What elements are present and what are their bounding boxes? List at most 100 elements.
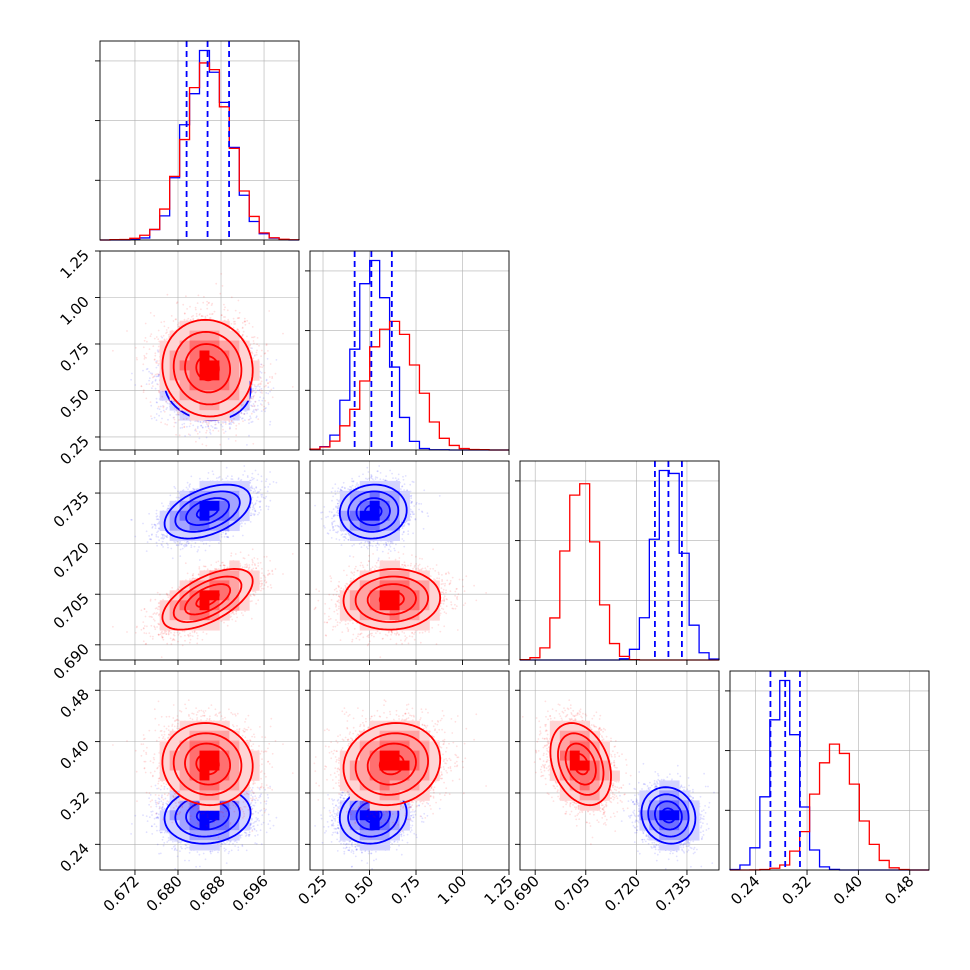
- contour-line: [557, 732, 605, 796]
- panel-background: [520, 461, 719, 660]
- contours-series-0: [640, 786, 697, 845]
- contours-series-0: [163, 483, 252, 540]
- contour-line: [163, 483, 252, 540]
- x-tick-label: 0.48: [881, 872, 917, 908]
- panel-background: [730, 671, 929, 870]
- panel-frame: [99, 670, 300, 871]
- scatter-panel-3-1: [305, 670, 510, 875]
- contour-line: [195, 504, 220, 520]
- x-tick-label: 0.32: [779, 872, 815, 908]
- contours-series-1: [161, 722, 254, 807]
- y-tick-label: 0.50: [56, 386, 92, 422]
- contour-line: [195, 752, 220, 776]
- y-tick-label: 0.25: [56, 432, 92, 468]
- panel-frame: [519, 460, 720, 661]
- contour-line: [174, 490, 241, 533]
- y-tick-label: 0.705: [50, 589, 93, 632]
- contour-line: [185, 800, 231, 831]
- contours-series-1: [342, 722, 442, 807]
- y-tick-label: 1.25: [56, 246, 92, 282]
- contour-line: [640, 786, 697, 845]
- histogram-series-1: [100, 62, 300, 241]
- density-series-1: [159, 320, 260, 421]
- y-tick-label: 0.690: [50, 640, 93, 683]
- contour-line: [366, 583, 417, 616]
- contour-line: [174, 793, 241, 838]
- panel-frame: [99, 250, 300, 451]
- panel-frame: [309, 250, 510, 451]
- contours-series-1: [161, 318, 254, 418]
- contour-line: [660, 807, 677, 824]
- scatter-panel-2-0: [95, 460, 300, 665]
- contour-line: [195, 355, 220, 382]
- panel-frame: [519, 670, 720, 871]
- contours-series-0: [163, 786, 252, 845]
- x-tick-label: 0.735: [652, 872, 695, 915]
- contour-line: [378, 752, 405, 776]
- y-tick-label: 0.735: [50, 488, 93, 531]
- contour-line: [172, 575, 243, 624]
- contours-series-1: [549, 722, 612, 807]
- hist-panel-1: [305, 250, 510, 455]
- contour-line: [549, 722, 612, 807]
- contour-line: [195, 807, 220, 824]
- x-tick-label: 0.24: [727, 872, 763, 908]
- contour-line: [564, 742, 597, 786]
- y-tick-label: 0.40: [56, 737, 92, 773]
- contour-line: [163, 786, 252, 845]
- scatter-panel-3-0: [95, 670, 300, 875]
- y-tick-label: 0.48: [56, 685, 92, 721]
- y-tick-label: 0.75: [56, 339, 92, 375]
- y-tick-label: 0.24: [56, 839, 92, 875]
- contour-line: [184, 343, 231, 394]
- x-tick-label: 0.688: [186, 872, 229, 915]
- x-tick-label: 0.75: [387, 872, 423, 908]
- contour-line: [572, 752, 590, 776]
- contour-line: [354, 575, 430, 623]
- x-tick-label: 0.696: [229, 872, 272, 915]
- x-tick-label: 0.720: [601, 872, 644, 915]
- contour-line: [195, 590, 220, 608]
- panel-frame: [729, 670, 930, 871]
- contour-line: [184, 742, 231, 786]
- contour-line: [654, 800, 683, 831]
- hist-panel-0: [95, 40, 300, 245]
- contour-line: [184, 583, 232, 616]
- histogram-series-0: [100, 49, 299, 241]
- contour-line: [378, 590, 405, 608]
- contour-line: [364, 504, 383, 520]
- hist-panel-3: [725, 670, 930, 875]
- x-tick-label: 0.705: [550, 872, 593, 915]
- contour-line: [355, 497, 391, 526]
- histogram-series-1: [730, 743, 929, 871]
- panel-frame: [99, 40, 300, 241]
- contours-series-1: [161, 567, 254, 631]
- contours-series-1: [342, 568, 442, 631]
- contour-line: [172, 330, 243, 406]
- contour-line: [161, 722, 254, 807]
- hist-panel-2: [515, 460, 720, 665]
- panel-frame: [309, 670, 510, 871]
- contour-line: [338, 483, 408, 540]
- panel-frame: [99, 460, 300, 661]
- contour-line: [172, 732, 243, 796]
- histogram-series-1: [309, 320, 509, 451]
- scatter-panel-3-2: [515, 670, 720, 875]
- x-tick-label: 0.40: [830, 872, 866, 908]
- x-tick-label: 1.00: [434, 872, 470, 908]
- contour-line: [354, 732, 430, 796]
- y-tick-label: 1.00: [56, 293, 92, 329]
- x-tick-label: 0.50: [341, 872, 377, 908]
- contour-line: [347, 490, 400, 533]
- contours-series-0: [338, 483, 408, 540]
- scatter-panel-2-1: [305, 460, 510, 665]
- y-tick-label: 0.720: [50, 539, 93, 582]
- contour-line: [161, 567, 254, 631]
- contour-line: [647, 793, 690, 838]
- y-tick-label: 0.32: [56, 788, 92, 824]
- contour-line: [366, 742, 417, 786]
- panel-frame: [309, 460, 510, 661]
- contour-line: [185, 497, 231, 526]
- x-tick-label: 0.25: [294, 872, 330, 908]
